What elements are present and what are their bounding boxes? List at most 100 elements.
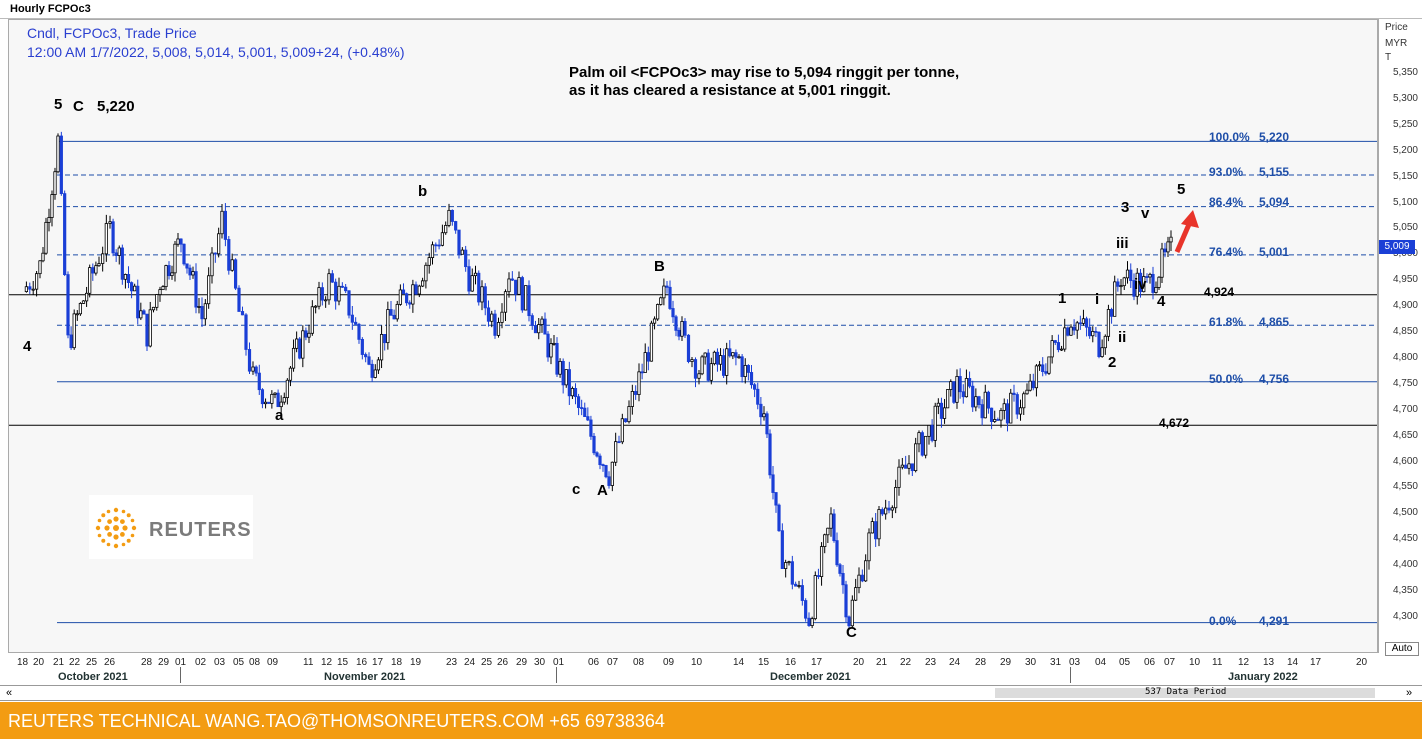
candle-body xyxy=(683,321,687,336)
candle-body xyxy=(270,393,274,404)
candle-body xyxy=(768,433,772,476)
x-tick-label: 23 xyxy=(925,657,937,668)
candle-body xyxy=(920,432,924,456)
candle-body xyxy=(493,313,497,336)
candle-body xyxy=(437,244,441,247)
candle-body xyxy=(483,286,487,309)
candle-body xyxy=(907,463,911,469)
wave-label-iv: iv xyxy=(1134,276,1147,293)
candle-body xyxy=(598,455,602,466)
candle-body xyxy=(933,405,937,441)
candle-body xyxy=(1103,335,1107,349)
candle-body xyxy=(823,534,827,547)
fib-50-value: 4,756 xyxy=(1259,372,1290,386)
x-tick-label: 06 xyxy=(1144,657,1156,668)
candle-body xyxy=(887,507,891,511)
x-tick-label: 02 xyxy=(195,657,207,668)
candle-body xyxy=(444,224,448,234)
candle-body xyxy=(188,267,192,276)
candle-body xyxy=(337,285,341,302)
x-tick-label: 03 xyxy=(214,657,226,668)
x-tick-label: 26 xyxy=(497,657,509,668)
candle-body xyxy=(408,302,412,305)
x-tick-label: 01 xyxy=(175,657,187,668)
x-tick-label: 11 xyxy=(303,657,314,668)
candle-body xyxy=(762,413,766,418)
candle-body xyxy=(712,351,716,365)
wave-label-top-value: 5,220 xyxy=(97,98,135,115)
candle-body xyxy=(424,264,428,282)
candle-body xyxy=(614,441,618,463)
candle-body xyxy=(864,560,868,582)
plot-area[interactable]: Cndl, FCPOc3, Trade Price 12:00 AM 1/7/2… xyxy=(8,19,1378,653)
candle-body xyxy=(697,373,701,379)
x-tick-label: 25 xyxy=(86,657,98,668)
candle-body xyxy=(884,507,888,515)
candle-body xyxy=(983,391,987,419)
x-tick-label: 29 xyxy=(516,657,528,668)
candle-body xyxy=(167,265,171,277)
chart-scrollbar[interactable]: « 537 Data Period » xyxy=(0,685,1422,701)
wave-label-left-4: 4 xyxy=(23,338,32,355)
candle-body xyxy=(576,396,581,408)
candle-body xyxy=(1135,272,1139,297)
candle-body xyxy=(942,407,947,419)
candle-body xyxy=(50,194,54,218)
candle-body xyxy=(203,303,207,320)
scroll-right-button[interactable]: » xyxy=(1406,687,1413,699)
x-axis[interactable]: 18 20 21 22 25 26 28 29 01 02 03 05 08 09 11 12 15 16 17 18… xyxy=(8,653,1378,685)
candle-body xyxy=(161,286,165,291)
candle-body xyxy=(1034,365,1039,389)
candle-body xyxy=(330,273,334,283)
candle-body xyxy=(360,338,364,355)
candle-body xyxy=(244,314,248,350)
reuters-logo: REUTERS xyxy=(89,495,253,559)
candle-body xyxy=(344,286,348,292)
candle-body xyxy=(1106,309,1111,337)
candle-body xyxy=(1142,276,1146,293)
candle-body xyxy=(514,279,518,295)
candle-body xyxy=(1053,340,1057,343)
candle-body xyxy=(1091,331,1095,337)
x-tick-label: 05 xyxy=(233,657,245,668)
candle-body xyxy=(540,318,544,325)
candle-body xyxy=(257,372,261,391)
y-tick-label: 4,900 xyxy=(1392,300,1418,312)
candle-body xyxy=(276,392,280,408)
candle-body xyxy=(771,474,775,493)
candle-body xyxy=(897,466,901,488)
auto-scale-button[interactable]: Auto xyxy=(1385,642,1419,656)
candle-body xyxy=(927,424,931,437)
candle-body xyxy=(1148,273,1152,278)
candle-body xyxy=(510,278,514,281)
candle-body xyxy=(117,247,121,256)
candle-body xyxy=(946,389,950,409)
x-tick-label: 03 xyxy=(1069,657,1081,668)
candle-body xyxy=(620,418,624,443)
candle-body xyxy=(500,311,504,323)
candle-body xyxy=(389,309,393,316)
y-tick-label: 4,850 xyxy=(1392,326,1418,338)
candle-body xyxy=(291,347,296,369)
candle-body xyxy=(94,265,98,274)
candle-body xyxy=(753,384,757,390)
fib-50-pct: 50.0% xyxy=(1209,372,1244,386)
x-tick-label: 22 xyxy=(69,657,81,668)
wave-label-iii: iii xyxy=(1116,235,1129,252)
candle-body xyxy=(1113,281,1117,317)
scroll-left-button[interactable]: « xyxy=(6,687,13,699)
scrollbar-thumb[interactable] xyxy=(995,688,1375,698)
candle-body xyxy=(900,464,904,468)
candle-body xyxy=(145,313,149,347)
candle-body xyxy=(213,252,217,255)
wave-label-v: v xyxy=(1141,205,1150,222)
fib-864-pct: 86.4% xyxy=(1209,195,1244,209)
candle-body xyxy=(170,272,174,277)
x-tick-label: 20 xyxy=(33,657,45,668)
candle-body xyxy=(880,509,884,515)
candle-body xyxy=(230,259,234,271)
x-tick-label: 23 xyxy=(446,657,458,668)
wave-label-4: 4 xyxy=(1157,293,1166,310)
candle-body xyxy=(395,303,399,320)
y-axis[interactable]: Price MYR T 5,350 5,300 5,250 5,200 5,150 5,1… xyxy=(1378,19,1422,653)
